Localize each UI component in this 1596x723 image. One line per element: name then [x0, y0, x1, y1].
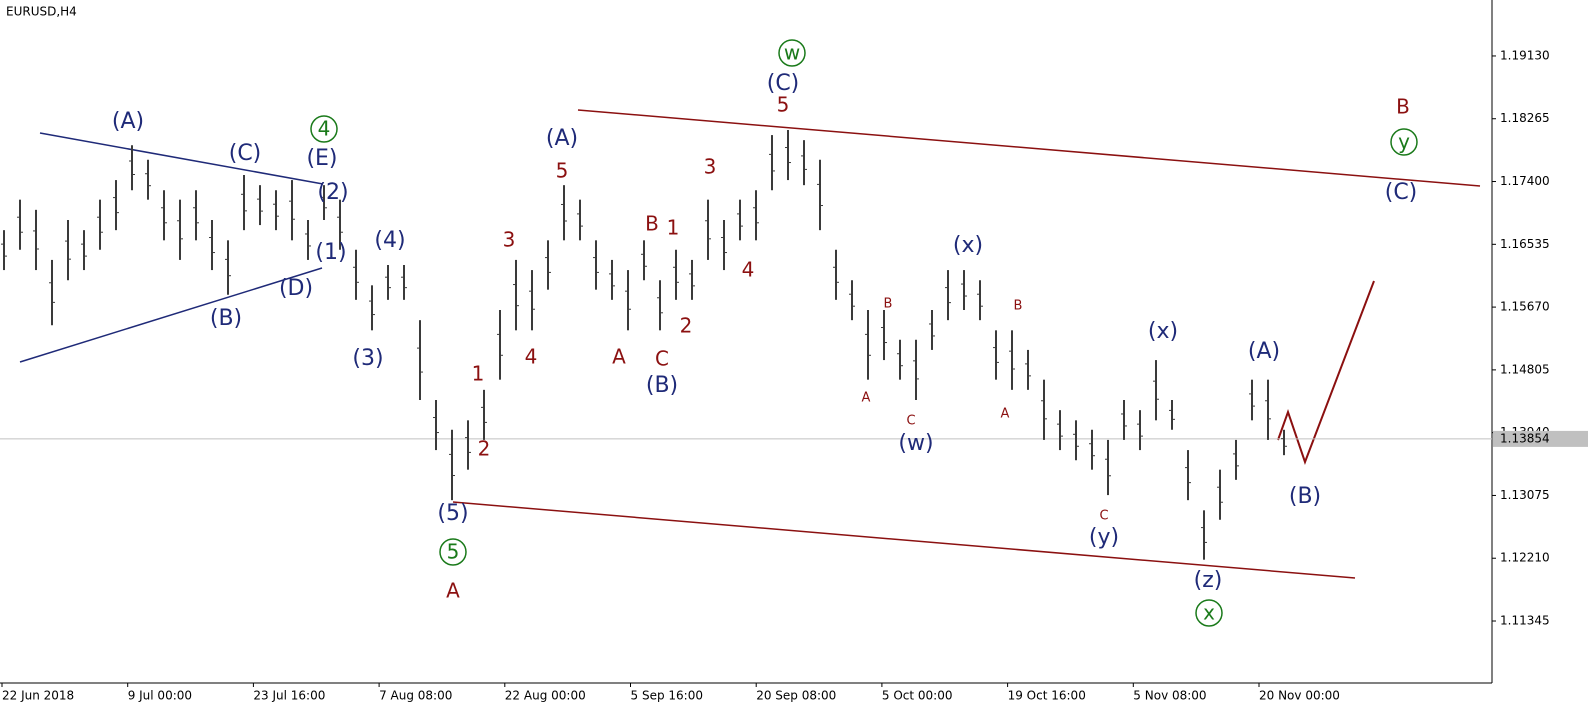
- wave-label: C: [655, 347, 669, 371]
- triangle-upper-line: [39, 132, 324, 185]
- y-tick-label: 1.14805: [1500, 362, 1550, 376]
- x-tick-label: 23 Jul 16:00: [253, 689, 325, 703]
- wave-label: 3: [704, 155, 717, 179]
- wave-label: (B): [646, 373, 678, 398]
- x-tick-label: 20 Nov 00:00: [1259, 689, 1340, 703]
- x-tick-label: 22 Jun 2018: [2, 689, 74, 703]
- current-price-box: [1493, 430, 1588, 447]
- y-tick-label: 1.15670: [1500, 300, 1550, 314]
- wave-label: (B): [1289, 484, 1321, 509]
- wave-label: B: [1014, 299, 1023, 314]
- x-tick-label: 20 Sep 08:00: [756, 689, 836, 703]
- wave-label: 4: [742, 258, 755, 282]
- x-tick-label: 19 Oct 16:00: [1008, 689, 1086, 703]
- wave-circle: [1390, 128, 1418, 156]
- y-tick-label: 1.12210: [1500, 551, 1550, 565]
- wave-label: (y): [1089, 525, 1119, 550]
- y-tick-label: 1.11345: [1500, 614, 1550, 628]
- wave-label: 2: [478, 437, 491, 461]
- wave-label: (D): [279, 276, 313, 301]
- x-tick-label: 5 Nov 08:00: [1133, 689, 1206, 703]
- y-tick-label: 1.18265: [1500, 111, 1550, 125]
- wave-label: A: [862, 391, 871, 406]
- wave-label: 1: [472, 362, 485, 386]
- wave-label: 5: [777, 93, 790, 117]
- wave-label: (A): [112, 109, 144, 134]
- wave-label: (4): [374, 228, 405, 253]
- wave-label: (C): [767, 71, 800, 96]
- wave-label: (x): [1148, 319, 1178, 344]
- chart-title: EURUSD,H4: [6, 5, 77, 19]
- wave-label: B: [884, 297, 893, 312]
- wave-circle: [310, 115, 338, 143]
- x-tick-label: 5 Oct 00:00: [882, 689, 953, 703]
- wave-label: 4: [318, 117, 331, 141]
- wave-label: (5): [437, 501, 468, 526]
- y-tick-label: 1.17400: [1500, 174, 1550, 188]
- wave-label: B: [645, 212, 659, 236]
- wave-label: 5: [556, 159, 569, 183]
- wave-label: C: [1099, 509, 1108, 524]
- triangle-lower-line: [19, 267, 323, 363]
- x-tick-label: 9 Jul 00:00: [128, 689, 192, 703]
- x-tick-label: 5 Sep 16:00: [631, 689, 703, 703]
- wave-label: x: [1203, 601, 1215, 625]
- wave-label: 2: [680, 314, 693, 338]
- wave-label: (B): [210, 306, 242, 331]
- wave-label: y: [1398, 130, 1410, 154]
- wave-label: (w): [898, 431, 933, 456]
- wave-label: A: [612, 345, 626, 369]
- channel-lower-line: [452, 501, 1356, 579]
- wave-label: (2): [317, 180, 348, 205]
- wave-label: A: [446, 579, 460, 603]
- wave-label: 5: [447, 540, 460, 564]
- wave-circle: [778, 39, 806, 67]
- y-tick-label: 1.19130: [1500, 48, 1550, 62]
- x-tick-label: 7 Aug 08:00: [379, 689, 452, 703]
- y-tick-label: 1.16535: [1500, 237, 1550, 251]
- wave-label: w: [784, 41, 800, 65]
- wave-label: (E): [306, 146, 337, 171]
- wave-label: (A): [1248, 339, 1280, 364]
- wave-label: B: [1396, 95, 1410, 119]
- projection-path: [1277, 280, 1375, 465]
- wave-label: C: [906, 414, 915, 429]
- wave-label: (3): [352, 346, 383, 371]
- wave-label: (1): [315, 240, 346, 265]
- wave-circle: [439, 538, 467, 566]
- wave-label: (z): [1194, 568, 1223, 593]
- wave-label: 4: [525, 345, 538, 369]
- channel-upper-line: [577, 109, 1481, 187]
- wave-label: 3: [503, 228, 516, 252]
- x-tick-label: 22 Aug 00:00: [505, 689, 586, 703]
- wave-label: 1: [667, 216, 680, 240]
- current-price-label: 1.13854: [1500, 431, 1550, 445]
- wave-label: (C): [1385, 180, 1418, 205]
- wave-label: (A): [546, 126, 578, 151]
- wave-label: A: [1001, 407, 1010, 422]
- y-tick-label: 1.13075: [1500, 488, 1550, 502]
- wave-label: (C): [229, 141, 262, 166]
- wave-circle: [1195, 599, 1223, 627]
- wave-label: (x): [953, 233, 983, 258]
